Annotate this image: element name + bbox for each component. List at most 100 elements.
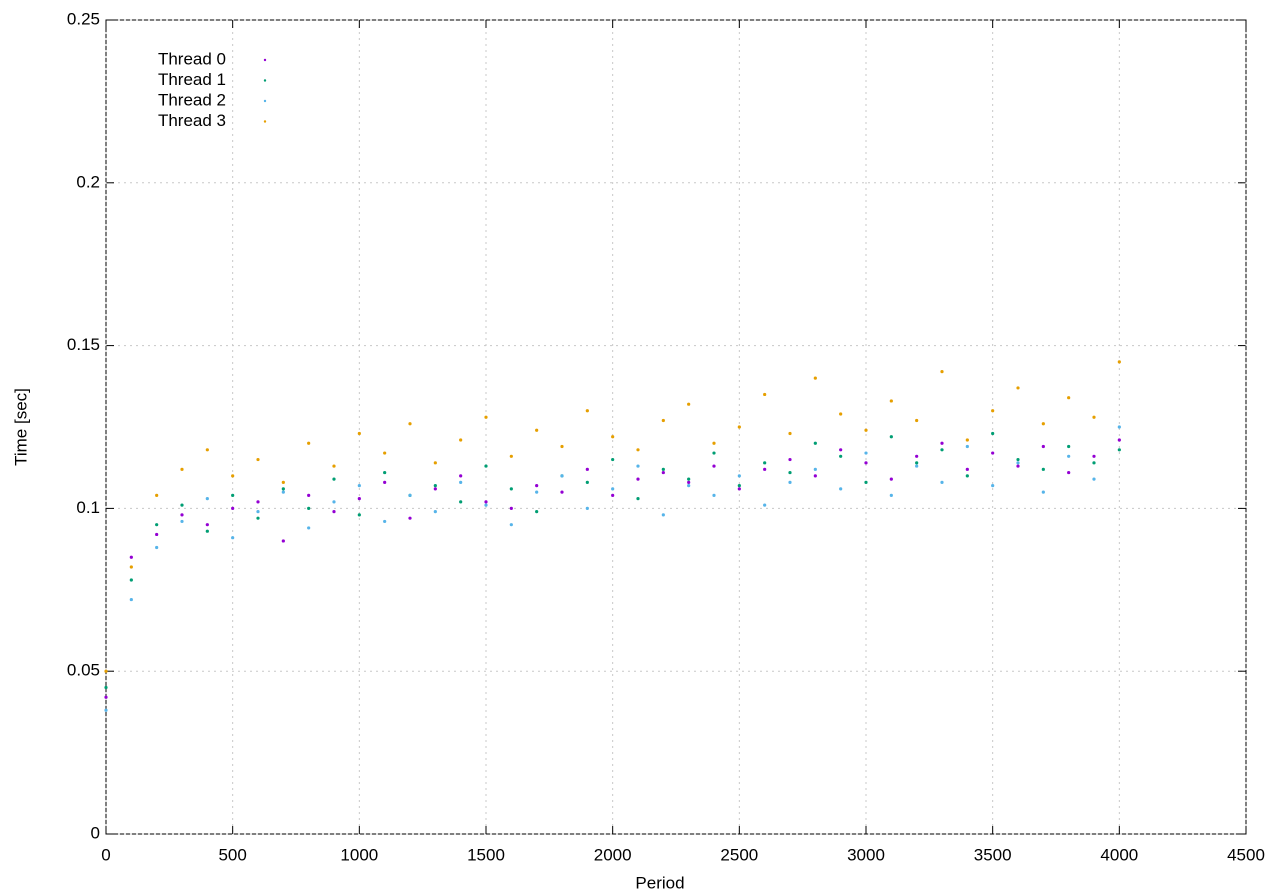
y-tick-label: 0	[91, 823, 100, 842]
scatter-point	[965, 467, 969, 471]
x-tick-label: 3000	[847, 845, 885, 864]
scatter-point	[281, 490, 285, 494]
scatter-point	[940, 441, 944, 445]
legend-label: Thread 0	[158, 49, 226, 68]
scatter-point	[433, 487, 437, 491]
scatter-point	[357, 431, 361, 436]
scatter-point	[889, 399, 893, 403]
x-tick-label: 500	[218, 845, 246, 864]
scatter-point	[813, 441, 817, 445]
x-axis-label: Period	[635, 873, 684, 892]
scatter-point	[636, 464, 640, 468]
scatter-point	[459, 480, 463, 484]
scatter-point	[1117, 360, 1121, 364]
scatter-point	[611, 457, 615, 462]
scatter-point	[535, 510, 539, 514]
scatter-point	[687, 480, 691, 484]
scatter-point	[560, 444, 564, 449]
scatter-point	[231, 493, 235, 497]
scatter-point	[788, 470, 792, 475]
scatter-point	[712, 464, 716, 468]
scatter-point	[433, 510, 437, 514]
scatter-point	[788, 480, 792, 484]
scatter-point	[231, 506, 235, 510]
scatter-point	[611, 493, 615, 497]
scatter-point	[484, 415, 488, 419]
scatter-point	[357, 513, 361, 517]
scatter-point	[763, 503, 767, 507]
x-tick-label: 0	[101, 845, 110, 864]
scatter-point	[915, 418, 919, 423]
scatter-point	[408, 516, 412, 520]
y-tick-label: 0.1	[76, 498, 100, 517]
scatter-point	[408, 493, 412, 497]
x-tick-label: 2500	[720, 845, 758, 864]
scatter-point	[256, 500, 260, 504]
scatter-point	[1016, 457, 1020, 462]
scatter-point	[585, 506, 589, 510]
scatter-point	[991, 409, 995, 413]
scatter-point	[1092, 454, 1096, 458]
scatter-point	[940, 370, 944, 374]
scatter-point	[1016, 386, 1020, 390]
scatter-point	[383, 519, 387, 524]
scatter-point	[332, 500, 336, 504]
x-tick-label: 2000	[594, 845, 632, 864]
legend-label: Thread 3	[158, 111, 226, 130]
scatter-point	[104, 708, 108, 712]
scatter-point	[788, 457, 792, 462]
scatter-point	[864, 461, 868, 465]
scatter-point	[535, 484, 539, 488]
scatter-point	[788, 431, 792, 436]
scatter-point	[661, 467, 665, 471]
scatter-point	[737, 484, 741, 488]
scatter-point	[1067, 396, 1071, 400]
scatter-point	[1092, 415, 1096, 419]
x-tick-label: 1500	[467, 845, 505, 864]
scatter-point	[484, 503, 488, 507]
scatter-point	[864, 451, 868, 455]
scatter-point	[129, 597, 133, 602]
scatter-point	[1117, 448, 1121, 452]
y-axis-label: Time [sec]	[11, 388, 30, 466]
scatter-point	[661, 418, 665, 423]
scatter-point	[991, 451, 995, 455]
scatter-point	[636, 477, 640, 481]
scatter-point	[839, 487, 843, 491]
scatter-point	[357, 484, 361, 488]
scatter-point	[965, 444, 969, 449]
scatter-point	[509, 506, 513, 510]
scatter-point	[1092, 477, 1096, 481]
scatter-point	[155, 523, 159, 527]
scatter-point	[611, 435, 615, 439]
legend-label: Thread 2	[158, 90, 226, 109]
scatter-point	[129, 565, 133, 569]
scatter-point	[459, 438, 463, 442]
x-tick-label: 3500	[974, 845, 1012, 864]
legend-marker	[263, 79, 267, 82]
scatter-point	[712, 451, 716, 455]
y-tick-label: 0.15	[67, 335, 100, 354]
scatter-point	[256, 457, 260, 462]
scatter-point	[231, 536, 235, 540]
scatter-point	[509, 454, 513, 458]
scatter-point	[129, 555, 133, 559]
legend-marker	[263, 120, 267, 123]
scatter-point	[1067, 470, 1071, 475]
scatter-point	[560, 474, 564, 478]
scatter-point	[1067, 444, 1071, 449]
scatter-point	[281, 480, 285, 484]
x-tick-label: 4500	[1227, 845, 1265, 864]
scatter-point	[307, 506, 311, 510]
scatter-point	[813, 376, 817, 380]
y-tick-label: 0.05	[67, 661, 100, 680]
scatter-point	[687, 484, 691, 488]
scatter-point	[332, 510, 336, 514]
scatter-point	[737, 487, 741, 491]
scatter-point	[535, 490, 539, 494]
scatter-point	[940, 480, 944, 484]
scatter-point	[205, 497, 209, 501]
legend-label: Thread 1	[158, 70, 226, 89]
scatter-point	[611, 487, 615, 491]
